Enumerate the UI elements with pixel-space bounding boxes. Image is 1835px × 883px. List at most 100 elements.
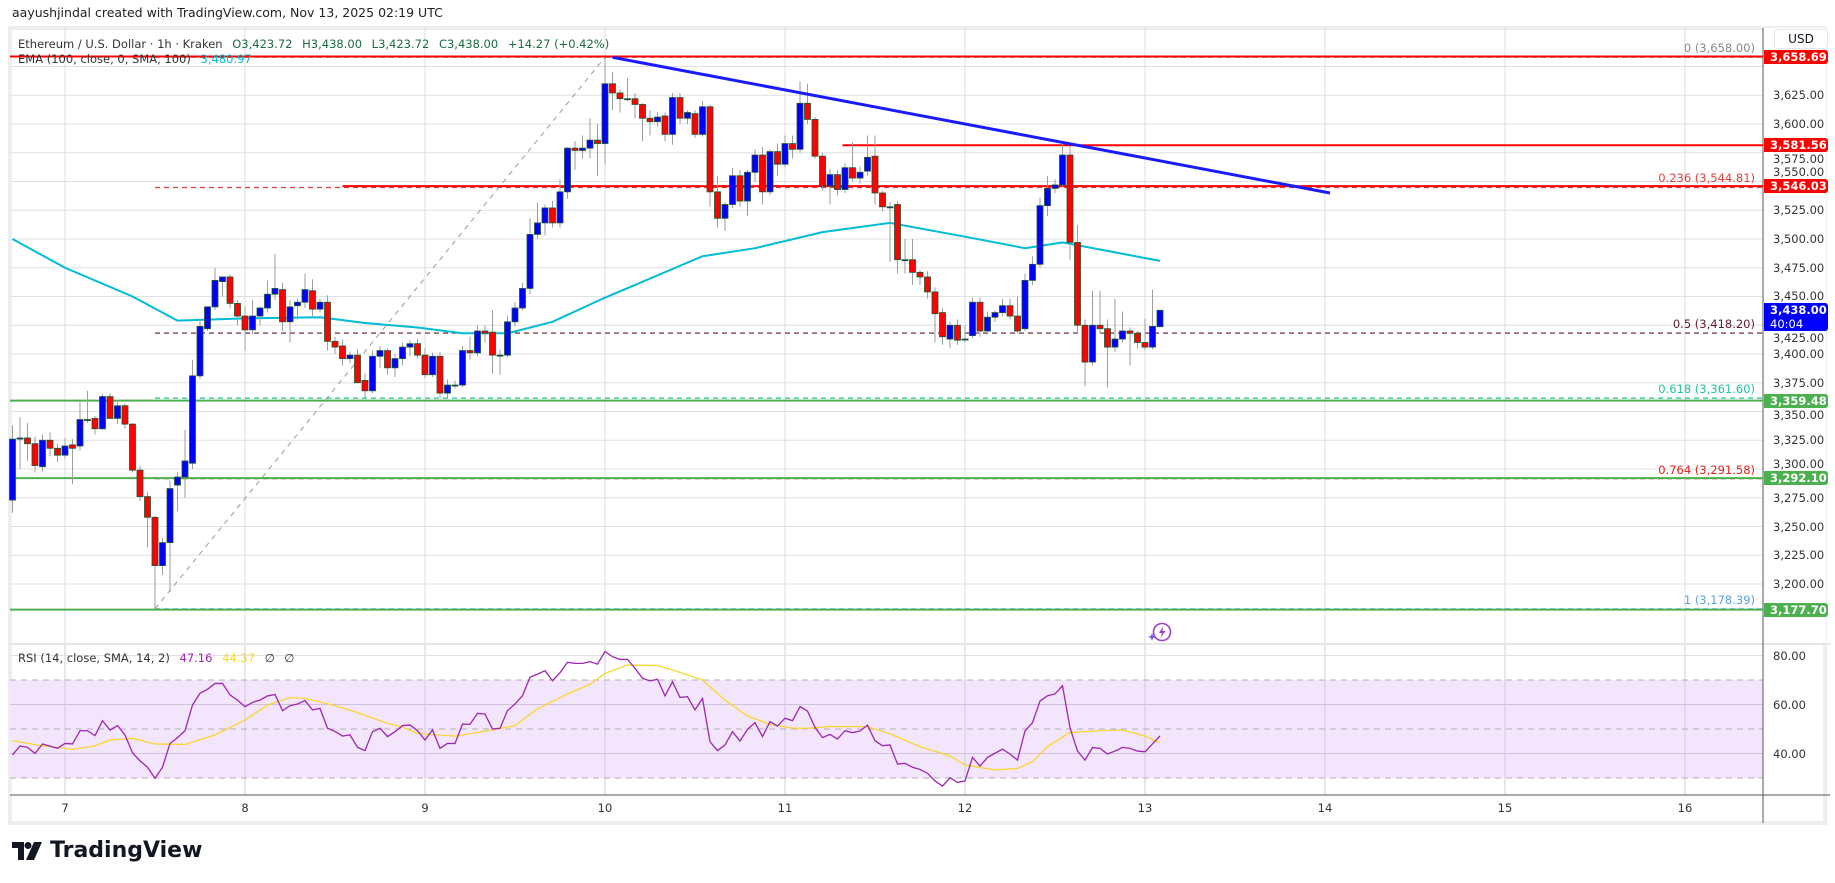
candle-body <box>1074 242 1081 326</box>
candle-body <box>1014 315 1021 332</box>
candle-body <box>1036 205 1044 265</box>
price-tag: 3,177.70 <box>1764 602 1828 617</box>
candle-body <box>1006 305 1014 317</box>
candle-body <box>601 83 609 144</box>
candle-body <box>354 354 361 384</box>
candle-body <box>399 346 406 360</box>
countdown-label: 40:04 <box>1770 317 1804 332</box>
candle-body <box>106 396 114 419</box>
candle-body <box>129 423 136 471</box>
candle-body <box>699 106 706 135</box>
candle-body <box>939 312 946 338</box>
rsi-legend[interactable]: RSI (14, close, SMA, 14, 2) 47.16 44.37 … <box>18 651 300 665</box>
candle-body <box>931 291 939 315</box>
candle-body <box>444 384 451 394</box>
candle-body <box>1066 154 1074 243</box>
price-tag: 3,581.56 <box>1764 138 1828 153</box>
ohlc-open: O3,423.72 <box>232 37 293 51</box>
time-axis-label: 11 <box>777 801 793 815</box>
ohlc-low: L3,423.72 <box>371 37 430 51</box>
candle-body <box>76 419 84 447</box>
candle-body <box>999 305 1006 314</box>
candle-body <box>616 92 624 100</box>
candle-body <box>489 331 496 356</box>
symbol-title[interactable]: Ethereum / U.S. Dollar · 1h · Kraken <box>18 37 223 51</box>
candle-body <box>549 207 556 224</box>
candle-body <box>99 396 106 430</box>
candle-body <box>721 204 729 219</box>
candle-body <box>766 151 774 193</box>
price-tag: 3,546.03 <box>1764 179 1828 194</box>
candle-body <box>774 151 781 165</box>
currency-button[interactable]: USD <box>1774 29 1828 49</box>
price-axis-tick: 3,425.00 <box>1773 331 1825 346</box>
candle-body <box>991 312 999 318</box>
lightning-sparkle-icon[interactable] <box>1147 621 1173 649</box>
candle-body <box>429 355 436 376</box>
candle-body <box>264 293 271 309</box>
candle-body <box>639 104 646 119</box>
candle-body <box>234 302 241 317</box>
price-axis-tick: 3,600.00 <box>1773 117 1825 131</box>
candle-body <box>241 315 249 331</box>
candle-body <box>369 355 376 392</box>
price-axis-tick: 3,475.00 <box>1773 260 1825 275</box>
candle-body <box>301 289 309 303</box>
candle-body <box>91 417 99 430</box>
fib-trend-line[interactable] <box>154 56 606 610</box>
ema-value: 3,480.97 <box>200 52 252 66</box>
candle-body <box>789 143 796 150</box>
price-axis-tick: 3,275.00 <box>1773 490 1825 505</box>
candle-body <box>294 301 301 307</box>
candle-body <box>676 97 684 119</box>
candle-body <box>729 175 736 205</box>
time-axis-label: 15 <box>1497 801 1513 815</box>
candle-body <box>174 476 181 486</box>
candle-body <box>1051 184 1059 189</box>
candle-body <box>16 437 24 440</box>
candle-body <box>886 206 894 209</box>
time-axis-label: 9 <box>421 801 429 815</box>
candle-body <box>954 324 961 341</box>
fib-level-label: 0.5 (3,418.20) <box>1672 317 1755 332</box>
candle-body <box>714 191 721 219</box>
price-axis-tick: 3,450.00 <box>1773 289 1825 304</box>
price-tag: 3,359.48 <box>1764 393 1828 408</box>
candle-body <box>594 139 601 144</box>
candle-body <box>324 301 331 342</box>
candle-body <box>249 315 256 331</box>
candle-body <box>961 338 969 341</box>
candle-body <box>976 301 984 332</box>
candle-body <box>864 156 871 172</box>
time-axis-label: 14 <box>1317 801 1333 815</box>
time-axis-label: 10 <box>597 801 613 815</box>
candle-body <box>834 174 841 190</box>
trend-line[interactable] <box>612 55 1331 195</box>
candle-body <box>316 301 324 310</box>
candle-body <box>571 147 579 151</box>
candle-body <box>189 375 196 464</box>
ema-label: EMA (100, close, 0, SMA, 100) <box>18 52 191 66</box>
candle-body <box>811 119 819 157</box>
candle-body <box>541 207 549 224</box>
candle-body <box>894 204 901 261</box>
rsi-sma-value: 44.37 <box>222 651 256 665</box>
fib-level-label: 1 (3,178.39) <box>1683 592 1755 607</box>
ema-legend[interactable]: EMA (100, close, 0, SMA, 100) 3,480.97 <box>18 52 258 66</box>
candle-body <box>849 167 856 179</box>
rsi-label: RSI (14, close, SMA, 14, 2) <box>18 651 170 665</box>
candle-body <box>54 447 61 456</box>
candle-body <box>226 276 234 304</box>
candle-body <box>421 354 429 376</box>
candle-body <box>204 306 211 330</box>
candle-body <box>256 307 264 317</box>
candle-body <box>136 469 144 497</box>
time-axis-label: 7 <box>61 801 69 815</box>
price-axis-tick: 3,625.00 <box>1773 88 1825 103</box>
tradingview-brand[interactable]: TradingView <box>12 838 202 863</box>
price-axis-tick: 3,300.00 <box>1773 457 1825 472</box>
candle-body <box>519 288 526 309</box>
candle-body <box>1104 328 1111 348</box>
attribution-text: aayushjindal created with TradingView.co… <box>12 5 443 20</box>
